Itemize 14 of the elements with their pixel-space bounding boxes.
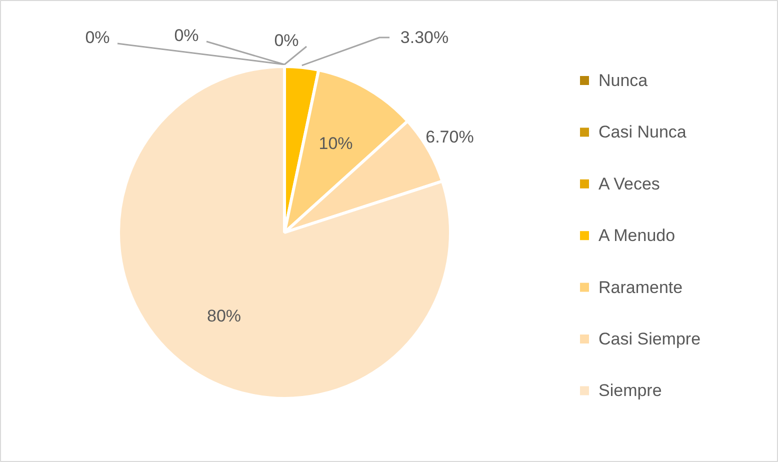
data-label: 6.70% — [426, 127, 474, 146]
data-label: 80% — [206, 306, 242, 326]
text: 0% — [174, 26, 199, 45]
data-label: 3.30% — [400, 28, 449, 47]
legend-label: A Veces — [598, 174, 660, 194]
legend-label: Siempre — [598, 381, 662, 400]
legend-label: A Menudo — [598, 226, 676, 246]
legend-label: Casi Siempre — [598, 330, 701, 348]
text: 0% — [85, 28, 110, 47]
legend-label: Casi Nunca — [598, 122, 687, 142]
text: 0% — [274, 31, 299, 50]
legend-label: Nunca — [598, 71, 648, 90]
data-label: 10% — [318, 134, 353, 153]
legend-label: Raramente — [598, 278, 683, 297]
